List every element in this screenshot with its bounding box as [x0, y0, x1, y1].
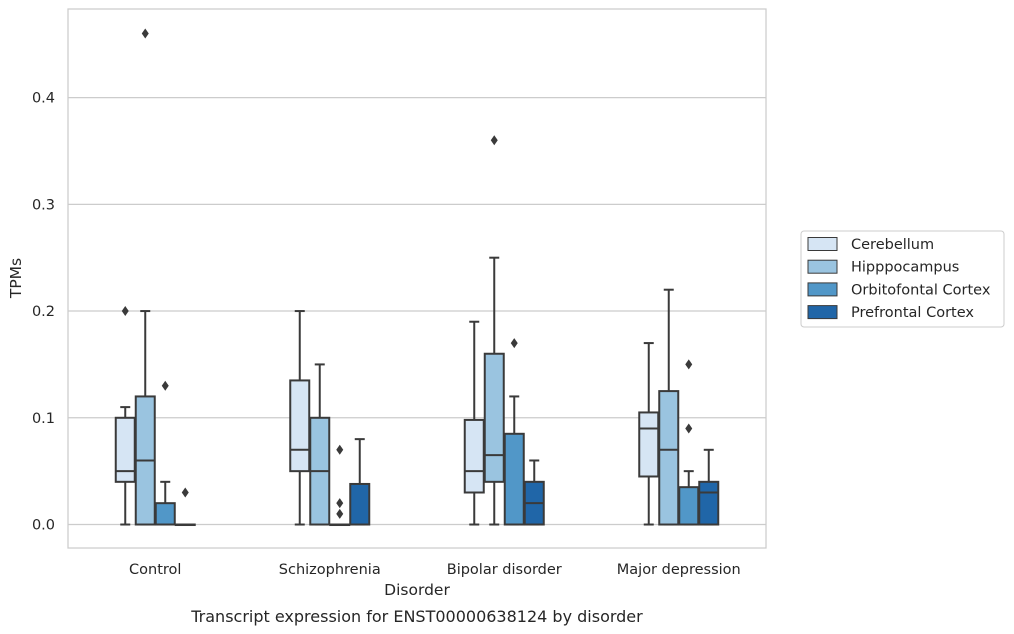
outlier-point [161, 380, 169, 391]
x-tick-label: Control [129, 562, 181, 578]
box-item [309, 363, 331, 526]
box [658, 390, 680, 526]
outlier-point [685, 423, 693, 434]
y-tick-label: 0.1 [32, 411, 55, 427]
box [698, 480, 720, 526]
legend-swatch [807, 305, 838, 320]
box-item [174, 487, 196, 527]
box [638, 411, 660, 478]
outlier-point [181, 487, 189, 498]
y-tick-label: 0.0 [32, 518, 55, 534]
box [154, 502, 176, 526]
box-item [503, 338, 525, 526]
outlier-point [336, 508, 344, 519]
legend-swatch [807, 282, 838, 297]
outlier-point [490, 135, 498, 146]
legend: Cerebellum Hipppocampus Orbitofontal Corte… [800, 230, 1005, 328]
box [349, 482, 371, 526]
y-tick-label: 0.4 [32, 91, 55, 107]
y-tick-label: 0.3 [32, 197, 55, 213]
box-item [114, 306, 136, 526]
legend-label: Prefrontal Cortex [851, 305, 974, 321]
legend-swatch [807, 237, 838, 251]
box-item [483, 135, 505, 526]
outlier-point [336, 444, 344, 455]
category-group [463, 135, 545, 526]
outlier-point [685, 359, 693, 370]
x-axis-title: Disorder [384, 581, 450, 599]
category-group [114, 28, 196, 527]
box-item [678, 359, 700, 526]
legend-label: Orbitofontal Cortex [851, 282, 991, 298]
x-tick-label: Bipolar disorder [447, 562, 562, 578]
box [463, 418, 485, 494]
box-item [329, 444, 351, 527]
box-item [134, 28, 156, 526]
x-tick-label: Schizophrenia [279, 562, 381, 578]
box [114, 416, 136, 483]
box-item [523, 459, 545, 526]
plot-frame [67, 8, 767, 549]
box-item [658, 288, 680, 526]
box [503, 432, 525, 526]
outlier-point [121, 306, 129, 317]
box [289, 379, 311, 473]
x-tick-label: Major depression [617, 562, 741, 578]
box [678, 486, 700, 526]
legend-label: Cerebellum [851, 237, 934, 253]
legend-swatch [807, 259, 838, 274]
outlier-point [510, 338, 518, 349]
box-groups [114, 28, 720, 527]
box-item [154, 380, 176, 526]
box-item [698, 448, 720, 526]
outlier-point [141, 28, 149, 39]
category-group [638, 288, 720, 526]
legend-frame [800, 230, 1005, 328]
y-tick-label: 0.2 [32, 304, 55, 320]
x-tick-labels: Control Schizophrenia Bipolar disorder Majo… [129, 562, 741, 578]
box-item [349, 438, 371, 526]
chart-caption: Transcript expression for ENST0000063812… [190, 607, 643, 626]
legend-label: Hipppocampus [851, 260, 959, 276]
y-axis-title: TPMs [7, 258, 25, 299]
category-group [289, 310, 371, 527]
outlier-point [336, 498, 344, 509]
y-tick-labels: 0.0 0.1 0.2 0.3 0.4 [32, 91, 55, 534]
box [483, 352, 505, 483]
